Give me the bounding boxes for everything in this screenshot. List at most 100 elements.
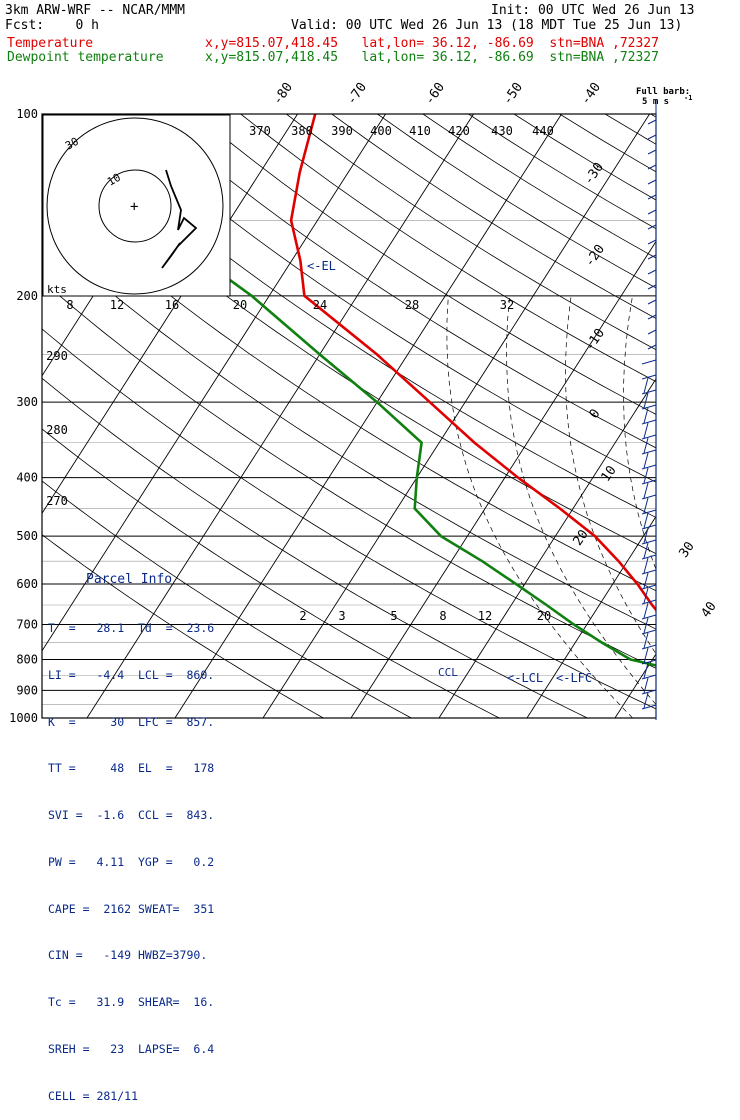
parcel-line: Tc = 31.9 SHEAR= 16. bbox=[48, 995, 228, 1011]
isotherm-label: -20 bbox=[582, 242, 608, 270]
wind-barb bbox=[644, 513, 648, 528]
isotherm bbox=[351, 114, 738, 718]
wind-legend-title: Full barb: bbox=[636, 87, 690, 97]
dry-adiabat bbox=[696, 114, 740, 731]
isotherm-label: -50 bbox=[500, 80, 526, 108]
speed-axis-label: 8 bbox=[66, 298, 73, 312]
pressure-tick-label: 500 bbox=[16, 529, 38, 543]
wind-barb bbox=[644, 408, 648, 423]
parcel-line: SREH = 23 LAPSE= 6.4 bbox=[48, 1042, 228, 1058]
lfc-marker: <-LFC bbox=[556, 671, 592, 685]
dry-adiabat bbox=[560, 114, 740, 731]
moist-adiabat bbox=[507, 296, 668, 718]
dry-adiabat bbox=[423, 114, 740, 731]
parcel-info-panel: Parcel Info T = 28.1 Td = 23.6 LI = -4.4… bbox=[48, 541, 228, 1120]
pressure-tick-label: 1000 bbox=[9, 711, 38, 725]
theta-label: 410 bbox=[409, 124, 431, 138]
lcl-marker: <-LCL bbox=[507, 671, 543, 685]
parcel-line: CAPE = 2162 SWEAT= 351 bbox=[48, 902, 228, 918]
moist-adiabat bbox=[736, 296, 740, 718]
isotherm bbox=[527, 114, 740, 718]
wind-barb bbox=[644, 468, 648, 483]
dry-adiabat bbox=[651, 114, 740, 731]
isotherm-label: 30 bbox=[676, 539, 697, 560]
speed-axis-label: 24 bbox=[313, 298, 327, 312]
parcel-info-title: Parcel Info bbox=[48, 572, 228, 588]
moist-adiabat bbox=[447, 296, 633, 718]
parcel-line: CELL = 281/11 bbox=[48, 1089, 228, 1105]
wind-barb bbox=[644, 453, 648, 468]
hodograph-speed-unit: kts bbox=[47, 283, 67, 296]
pressure-tick-label: 900 bbox=[16, 683, 38, 697]
hodograph-origin: + bbox=[130, 199, 138, 215]
wind-barb bbox=[648, 270, 656, 274]
wind-barb bbox=[644, 618, 648, 633]
speed-axis-label: 20 bbox=[233, 298, 247, 312]
parcel-line: SVI = -1.6 CCL = 843. bbox=[48, 808, 228, 824]
pressure-tick-label: 400 bbox=[16, 471, 38, 485]
isotherm bbox=[703, 114, 740, 718]
wind-barb bbox=[648, 210, 656, 214]
wind-barb bbox=[648, 330, 656, 334]
dry-adiabat bbox=[469, 114, 740, 731]
theta-label: 370 bbox=[249, 124, 271, 138]
pressure-tick-label: 300 bbox=[16, 395, 38, 409]
mixing-ratio-label: 20 bbox=[537, 609, 551, 623]
wind-barb bbox=[644, 483, 648, 498]
moist-adiabat bbox=[566, 296, 704, 718]
wind-barb bbox=[644, 633, 648, 648]
pressure-tick-label: 700 bbox=[16, 617, 38, 631]
pressure-tick-label: 800 bbox=[16, 652, 38, 666]
theta-label: 390 bbox=[331, 124, 353, 138]
dry-adiabat-label: 270 bbox=[46, 494, 68, 508]
wind-barb bbox=[642, 360, 656, 364]
wind-barb bbox=[648, 195, 656, 199]
mixing-ratio-label: 2 bbox=[299, 609, 306, 623]
speed-axis-label: 28 bbox=[405, 298, 419, 312]
pressure-tick-label: 100 bbox=[16, 107, 38, 121]
dry-adiabat-label: 280 bbox=[46, 423, 68, 437]
pressure-tick-label: 200 bbox=[16, 289, 38, 303]
parcel-line: TT = 48 EL = 178 bbox=[48, 761, 228, 777]
dry-adiabat bbox=[605, 114, 740, 731]
wind-barb bbox=[644, 648, 648, 663]
mixing-ratio-label: 8 bbox=[439, 609, 446, 623]
ccl-marker: CCL bbox=[438, 666, 458, 679]
wind-barb bbox=[644, 543, 648, 558]
isotherm-label: -40 bbox=[578, 80, 604, 108]
wind-barb bbox=[648, 300, 656, 304]
dry-adiabat bbox=[332, 114, 740, 731]
theta-label: 380 bbox=[291, 124, 313, 138]
speed-axis-label: 32 bbox=[500, 298, 514, 312]
speed-axis-label: 12 bbox=[110, 298, 124, 312]
parcel-line: T = 28.1 Td = 23.6 bbox=[48, 621, 228, 637]
dry-adiabat-label: 290 bbox=[46, 349, 68, 363]
parcel-line: K = 30 LFC = 857. bbox=[48, 715, 228, 731]
speed-axis-label: 16 bbox=[165, 298, 179, 312]
wind-barb bbox=[644, 558, 648, 573]
isotherm-label: -10 bbox=[582, 326, 608, 354]
isotherm-label: -70 bbox=[344, 80, 370, 108]
dry-adiabat bbox=[514, 114, 740, 731]
theta-label: 400 bbox=[370, 124, 392, 138]
wind-barb bbox=[648, 165, 656, 169]
parcel-line: CIN = -149 HWBZ=3790. bbox=[48, 948, 228, 964]
el-marker: <-EL bbox=[307, 259, 336, 273]
wind-barb bbox=[648, 120, 656, 124]
temperature-profile bbox=[291, 114, 740, 718]
dry-adiabat bbox=[195, 114, 740, 731]
wind-barb bbox=[644, 378, 648, 393]
isotherm-label: -80 bbox=[270, 80, 296, 108]
theta-label: 420 bbox=[448, 124, 470, 138]
wind-barb bbox=[648, 150, 656, 154]
mixing-ratio-label: 12 bbox=[478, 609, 492, 623]
isotherm-label: 40 bbox=[698, 599, 719, 620]
wind-barb bbox=[648, 135, 656, 139]
parcel-line: LI = -4.4 LCL = 860. bbox=[48, 668, 228, 684]
isotherm-label: 10 bbox=[598, 463, 619, 484]
wind-barb bbox=[644, 693, 648, 708]
wind-barb bbox=[648, 315, 656, 319]
theta-label: 430 bbox=[491, 124, 513, 138]
wind-legend-unit-exponent: -1 bbox=[684, 94, 692, 102]
moist-adiabat bbox=[681, 296, 740, 718]
